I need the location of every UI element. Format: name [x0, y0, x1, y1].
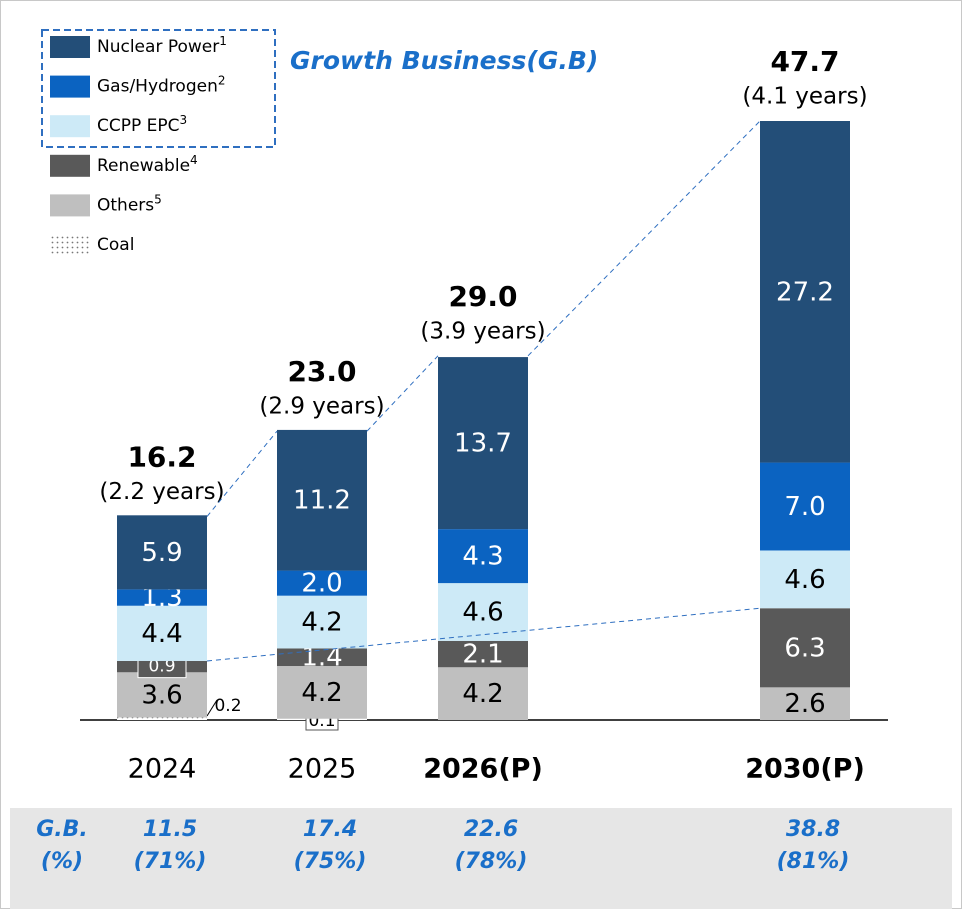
legend-swatch	[50, 154, 90, 177]
value-label: 4.6	[462, 598, 503, 628]
bar-segment	[438, 529, 528, 584]
value-label: 0.9	[148, 657, 175, 677]
legend-label: CCPP EPC3	[97, 113, 187, 137]
legend-footnote: 5	[154, 192, 162, 206]
bar-segment	[117, 717, 207, 720]
value-label: 2.1	[462, 640, 503, 670]
value-label: 2.6	[784, 689, 825, 719]
value-label: 4.2	[301, 608, 342, 638]
bar-segment	[277, 429, 367, 571]
gb-share: (71%)	[134, 849, 207, 874]
legend-name: Others	[97, 195, 154, 215]
x-tick-label: 2025	[288, 754, 357, 785]
value-label: 3.6	[141, 680, 182, 710]
value-label: 7.0	[784, 492, 825, 522]
bar-segment	[277, 595, 367, 649]
value-label: 4.6	[784, 565, 825, 595]
bar-segment	[277, 648, 367, 667]
legend-name: CCPP EPC	[97, 116, 180, 136]
legend-footnote: 1	[219, 34, 227, 48]
bar-segment	[117, 672, 207, 718]
value-label: 4.2	[462, 679, 503, 709]
years-label: (3.9 years)	[420, 318, 545, 344]
bar-segment	[760, 121, 850, 463]
legend-swatch	[50, 194, 90, 217]
total-label: 47.7	[770, 45, 839, 78]
value-label: 4.2	[301, 678, 342, 708]
legend-footnote: 3	[180, 113, 188, 127]
legend-footnote: 4	[190, 152, 198, 166]
legend-label: Gas/Hydrogen2	[97, 73, 226, 97]
gb-share: (75%)	[294, 849, 367, 874]
gb-share: (78%)	[455, 849, 528, 874]
bar-segment	[117, 515, 207, 590]
x-tick-label: 2024	[128, 754, 197, 785]
years-label: (2.2 years)	[99, 479, 224, 505]
bar-segment	[760, 462, 850, 551]
gb-band	[10, 808, 952, 909]
legend-swatch	[50, 234, 90, 256]
legend-name: Coal	[97, 235, 134, 255]
value-label: 6.3	[784, 633, 825, 663]
legend-name: Gas/Hydrogen	[97, 77, 218, 97]
legend-label: Nuclear Power1	[97, 34, 227, 58]
x-tick-label: 2030(P)	[745, 754, 865, 785]
bar-segment	[760, 608, 850, 688]
years-label: (2.9 years)	[259, 394, 384, 420]
total-label: 29.0	[448, 280, 517, 313]
bar-segment	[438, 357, 528, 530]
connector	[206, 607, 761, 662]
gb-legend-box	[41, 29, 276, 148]
total-label: 16.2	[127, 441, 196, 474]
total-label: 23.0	[287, 355, 356, 388]
legend-swatch	[50, 115, 90, 138]
gb-value: 11.5	[143, 817, 197, 842]
value-label: 4.3	[462, 542, 503, 572]
gb-value: 38.8	[786, 817, 840, 842]
bar-segment	[277, 570, 367, 596]
value-label: 4.4	[141, 619, 182, 649]
connector	[527, 120, 761, 357]
legend-name: Renewable	[97, 156, 190, 176]
value-label: 0.2	[214, 696, 241, 716]
legend-label: Others5	[97, 192, 162, 216]
legend-name: Nuclear Power	[97, 37, 219, 57]
legend-swatch	[50, 36, 90, 58]
bar-segment	[438, 640, 528, 668]
bar-segment	[117, 605, 207, 661]
value-label: 13.7	[454, 429, 512, 459]
bar-segment	[117, 589, 207, 606]
connector	[206, 430, 278, 517]
annotation: Growth Business(G.B)	[290, 46, 598, 75]
value-label: 27.2	[776, 277, 834, 307]
leader	[206, 699, 218, 717]
gb-share: (81%)	[777, 849, 850, 874]
bar-segment	[760, 550, 850, 609]
bar-segment	[438, 583, 528, 641]
legend-label: Coal	[97, 235, 134, 255]
value-label: 11.2	[293, 486, 351, 516]
value-label: 5.9	[141, 538, 182, 568]
legend-label: Renewable4	[97, 152, 198, 176]
bar-segment	[438, 667, 528, 720]
gb-value: 22.6	[464, 817, 518, 842]
bar-segment	[277, 666, 367, 719]
x-tick-label: 2026(P)	[423, 754, 543, 785]
gb-value: 17.4	[303, 817, 357, 842]
bar-segment	[760, 687, 850, 720]
years-label: (4.1 years)	[742, 84, 867, 110]
value-label: 2.0	[301, 569, 342, 599]
gb-row-label: (%)	[41, 849, 83, 874]
gb-row-label: G.B.	[36, 817, 88, 842]
legend-footnote: 2	[218, 73, 226, 87]
legend-swatch	[50, 75, 90, 98]
